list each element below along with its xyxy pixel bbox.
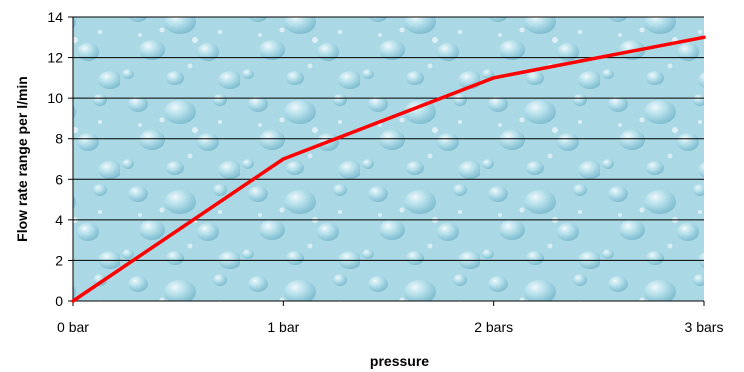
- x-tick-label: 0 bar: [57, 319, 89, 335]
- x-tick-label: 2 bars: [474, 319, 513, 335]
- y-tick-label: 14: [47, 9, 63, 25]
- series: [71, 35, 706, 303]
- y-axis-title: Flow rate range per l/min: [14, 76, 30, 242]
- gridlines: [73, 16, 704, 261]
- y-tick-label: 0: [55, 293, 63, 309]
- x-tick-label: 1 bar: [267, 319, 299, 335]
- x-axis-ticks: 0 bar 1 bar 2 bars 3 bars: [57, 301, 723, 335]
- x-tick-label: 3 bars: [685, 319, 724, 335]
- y-tick-label: 8: [55, 131, 63, 147]
- y-tick-label: 12: [47, 50, 63, 66]
- y-tick-label: 4: [55, 212, 63, 228]
- x-axis-title: pressure: [370, 353, 429, 369]
- series-line: [71, 35, 706, 303]
- y-axis-ticks: 0 2 4 6 8 10 12 14: [47, 9, 73, 309]
- plot-background: [73, 17, 704, 301]
- y-tick-label: 10: [47, 90, 63, 106]
- axes: [72, 17, 704, 302]
- y-tick-label: 6: [55, 171, 63, 187]
- y-tick-label: 2: [55, 252, 63, 268]
